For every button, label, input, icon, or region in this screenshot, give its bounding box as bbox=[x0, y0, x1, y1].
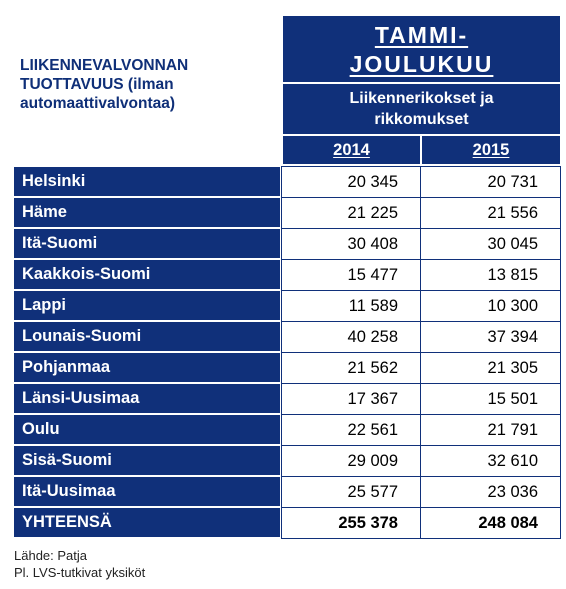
value-2015: 15 501 bbox=[420, 383, 561, 415]
region-name: Lappi bbox=[14, 291, 280, 320]
region-name: Häme bbox=[14, 198, 280, 227]
value-2015: 30 045 bbox=[420, 228, 561, 260]
source-line-1: Lähde: Patja bbox=[14, 548, 88, 563]
region-name: Pohjanmaa bbox=[14, 353, 280, 382]
region-name: Sisä-Suomi bbox=[14, 446, 280, 475]
region-name: Helsinki bbox=[14, 167, 280, 196]
title-line-1: LIIKENNEVALVONNAN bbox=[20, 57, 189, 74]
table-title: LIIKENNEVALVONNAN TUOTTAVUUS (ilman auto… bbox=[20, 56, 280, 113]
value-2014: 40 258 bbox=[281, 321, 421, 353]
value-2014: 22 561 bbox=[281, 414, 421, 446]
value-2014: 29 009 bbox=[281, 445, 421, 477]
value-2015: 21 556 bbox=[420, 197, 561, 229]
title-line-3: automaattivalvontaa) bbox=[20, 95, 176, 112]
region-name: Oulu bbox=[14, 415, 280, 444]
source-line-2: Pl. LVS-tutkivat yksiköt bbox=[14, 565, 146, 580]
value-2014: 25 577 bbox=[281, 476, 421, 508]
period-line-2: JOULUKUU bbox=[349, 51, 494, 77]
value-2015: 32 610 bbox=[420, 445, 561, 477]
measure-line-1: Liikennerikokset ja bbox=[349, 90, 494, 107]
region-name: Kaakkois-Suomi bbox=[14, 260, 280, 289]
value-2015: 37 394 bbox=[420, 321, 561, 353]
value-2015: 21 791 bbox=[420, 414, 561, 446]
value-2014: 255 378 bbox=[281, 507, 421, 539]
measure-header: Liikennerikokset ja rikkomukset bbox=[283, 84, 560, 134]
region-name: Länsi-Uusimaa bbox=[14, 384, 280, 413]
value-2014: 21 225 bbox=[281, 197, 421, 229]
year-header-2014: 2014 bbox=[283, 136, 420, 164]
region-name: Itä-Suomi bbox=[14, 229, 280, 258]
period-header: TAMMI- JOULUKUU bbox=[283, 16, 560, 82]
year-header-2015: 2015 bbox=[422, 136, 560, 164]
value-2014: 11 589 bbox=[281, 290, 421, 322]
measure-line-2: rikkomukset bbox=[374, 111, 469, 128]
value-2015: 13 815 bbox=[420, 259, 561, 291]
value-2015: 20 731 bbox=[420, 166, 561, 198]
value-2014: 20 345 bbox=[281, 166, 421, 198]
value-2015: 10 300 bbox=[420, 290, 561, 322]
value-2014: 17 367 bbox=[281, 383, 421, 415]
value-2014: 21 562 bbox=[281, 352, 421, 384]
title-line-2: TUOTTAVUUS (ilman bbox=[20, 76, 174, 93]
value-2015: 23 036 bbox=[420, 476, 561, 508]
period-line-1: TAMMI- bbox=[374, 22, 469, 48]
source-note: Lähde: Patja Pl. LVS-tutkivat yksiköt bbox=[14, 547, 145, 581]
value-2015: 21 305 bbox=[420, 352, 561, 384]
value-2014: 15 477 bbox=[281, 259, 421, 291]
total-label: YHTEENSÄ bbox=[14, 508, 280, 537]
value-2014: 30 408 bbox=[281, 228, 421, 260]
value-2015: 248 084 bbox=[420, 507, 561, 539]
region-name: Lounais-Suomi bbox=[14, 322, 280, 351]
region-name: Itä-Uusimaa bbox=[14, 477, 280, 506]
